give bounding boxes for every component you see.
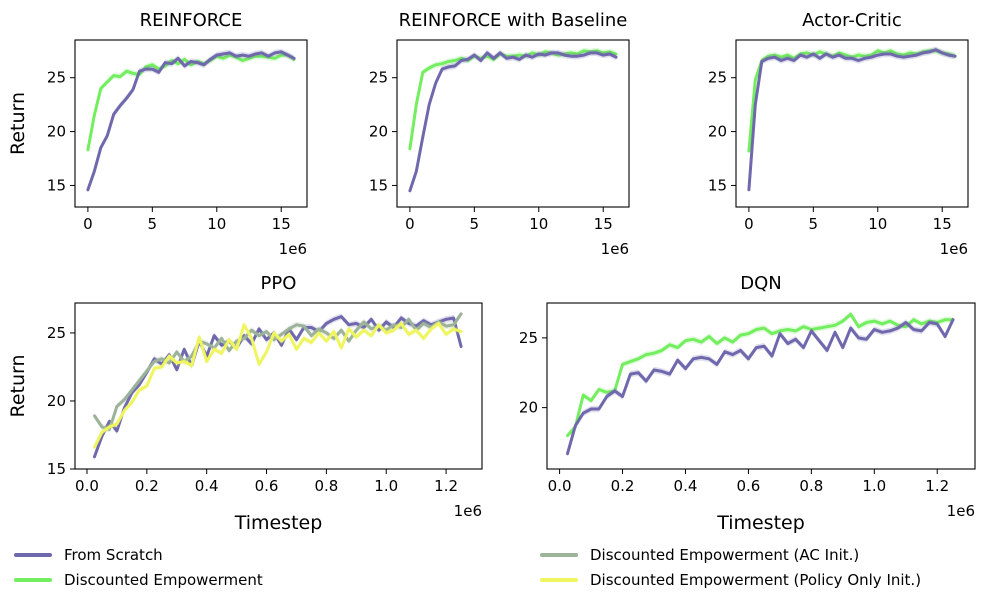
series-band-from_scratch [87,48,295,194]
y-tick-label: 15 [369,176,388,194]
series-line-discounted_empowerment [747,49,957,153]
x-tick-label: 10 [529,215,548,233]
plot-frame [396,39,630,208]
x-tick-label: 15 [594,215,613,233]
y-tick-label: 20 [369,123,388,141]
x-tick-label: 0.8 [799,477,823,495]
series-group [566,311,955,457]
y-tick-label: 25 [369,69,388,87]
x-tick-label: 0 [744,215,754,233]
x-tick-label: 10 [207,215,226,233]
series-line-from_scratch [86,50,296,192]
legend-label: From Scratch [64,546,163,564]
y-tick-label: 20 [47,123,66,141]
plot-frame [735,39,969,208]
x-axis-label: Timestep [716,512,805,534]
x-tick-label: 0.6 [255,477,279,495]
y-tick-label: 25 [47,69,66,87]
legend-label: Discounted Empowerment (AC Init.) [590,546,860,564]
x-tick-label: 1.0 [862,477,886,495]
x-tick-label: 0.6 [736,477,760,495]
plot-frame [74,39,308,208]
series-line-from_scratch [566,318,955,456]
x-tick-label: 0.4 [674,477,698,495]
series-line-policy_only_init [93,321,463,449]
x-tick-label: 0.2 [611,477,635,495]
y-tick-label: 20 [47,392,66,410]
x-offset-label: 1e6 [454,502,482,520]
series-band-policy_only_init [94,320,462,451]
series-line-from_scratch [408,51,618,193]
x-offset-label: 1e6 [940,240,968,258]
x-tick-label: 0 [405,215,415,233]
series-line-discounted_empowerment [86,53,296,152]
x-tick-label: 0.0 [548,477,572,495]
chart-title: Actor-Critic [802,10,902,31]
x-tick-label: 0.8 [314,477,338,495]
series-group [86,48,296,194]
legend-label: Discounted Empowerment [64,571,263,589]
x-tick-label: 15 [272,215,291,233]
y-tick-label: 20 [708,123,727,141]
chart-panel-3: 0 5 10 15 15 20 25 Actor-Critic 1e6 [708,10,969,258]
x-tick-label: 0.0 [75,477,99,495]
legend-swatch [540,553,578,557]
chart-panel-5: 0.0 0.2 0.4 0.6 0.8 1.0 1.2 20 25 DQN 1e6 Timestep [519,273,976,534]
x-tick-label: 0.2 [135,477,159,495]
x-offset-label: 1e6 [947,502,975,520]
chart-panel-4: 0.0 0.2 0.4 0.6 0.8 1.0 1.2 15 20 25 PPO 1e6 Timeste… [7,273,483,534]
legend-swatch [14,578,52,582]
chart-title: REINFORCE with Baseline [399,10,628,31]
x-offset-label: 1e6 [601,240,629,258]
legend-item-from_scratch: From Scratch [14,546,163,564]
legend-label: Discounted Empowerment (Policy Only Init… [590,571,922,589]
x-tick-label: 5 [809,215,819,233]
legend-item-discounted_empowerment: Discounted Empowerment [14,571,263,589]
y-tick-label: 20 [519,399,538,417]
series-line-from_scratch [747,48,957,192]
y-tick-label: 25 [47,324,66,342]
y-tick-label: 15 [47,460,66,478]
y-tick-label: 15 [708,176,727,194]
x-tick-label: 1.2 [925,477,949,495]
x-offset-label: 1e6 [279,240,307,258]
legend-swatch [14,553,52,557]
x-tick-label: 10 [868,215,887,233]
chart-panel-2: 0 5 10 15 15 20 25 REINFORCE with Baseline 1e6 [369,10,630,258]
series-band-discounted_empowerment [87,51,295,154]
series-band-from_scratch [748,46,956,193]
x-tick-label: 15 [933,215,952,233]
x-axis-label: Timestep [234,512,323,534]
chart-title: DQN [740,273,782,294]
x-tick-label: 1.0 [374,477,398,495]
y-axis-label: Return [7,92,29,155]
plot-frame [74,302,483,470]
chart-title: REINFORCE [140,10,243,31]
y-tick-label: 15 [47,176,66,194]
y-axis-label: Return [7,354,29,417]
x-tick-label: 0.4 [195,477,219,495]
legend-item-ac_init: Discounted Empowerment (AC Init.) [540,546,859,564]
series-group [93,310,463,460]
legend-swatch [540,578,578,582]
y-tick-label: 25 [519,329,538,347]
series-band-discounted_empowerment [748,47,956,155]
chart-panel-1: 0 5 10 15 15 20 25 REINFORCE 1e6 Return [7,10,308,258]
x-tick-label: 5 [470,215,480,233]
y-tick-label: 25 [708,69,727,87]
x-tick-label: 0 [83,215,93,233]
x-tick-label: 1.2 [434,477,458,495]
series-group [408,47,618,195]
plot-frame [546,302,976,470]
chart-title: PPO [261,273,297,294]
x-tick-label: 5 [148,215,158,233]
series-line-discounted_empowerment [566,312,955,437]
series-group [747,46,957,193]
legend-item-policy_only_init: Discounted Empowerment (Policy Only Init… [540,571,921,589]
